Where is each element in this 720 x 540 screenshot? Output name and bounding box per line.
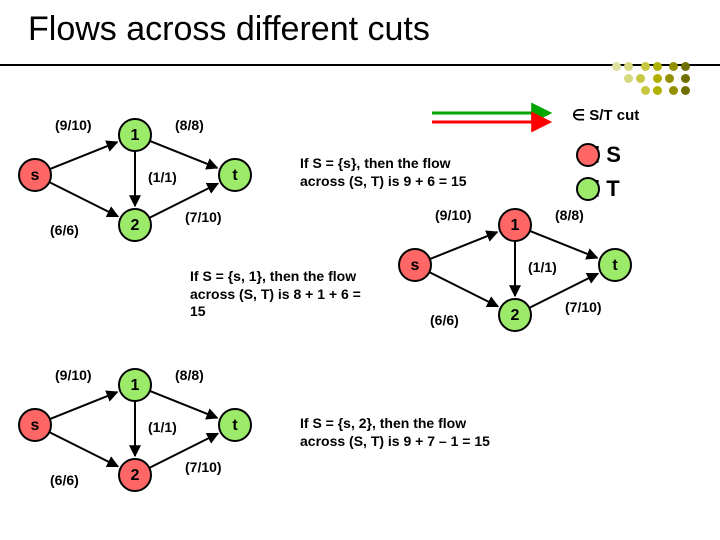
edge-s-1 xyxy=(430,232,498,259)
legend-arrows xyxy=(430,106,560,135)
node-label-1: 1 xyxy=(511,217,520,234)
node-label-s: s xyxy=(31,167,40,184)
dot-grid xyxy=(609,62,690,98)
edge-label-s-1: (9/10) xyxy=(55,367,92,383)
node-label-1: 1 xyxy=(131,127,140,144)
page-title: Flows across different cuts xyxy=(28,10,430,49)
edge-label-1-t: (8/8) xyxy=(175,367,204,383)
edge-label-s-2: (6/6) xyxy=(430,312,459,328)
edge-s-1 xyxy=(50,142,118,169)
edge-label-s-1: (9/10) xyxy=(55,117,92,133)
edge-label-1-t: (8/8) xyxy=(175,117,204,133)
edge-label-2-t: (7/10) xyxy=(185,459,222,475)
node-label-t: t xyxy=(612,257,618,274)
node-label-2: 2 xyxy=(511,307,520,324)
annot-2: If S = {s, 1}, then the flow across (S, … xyxy=(190,268,380,321)
node-label-t: t xyxy=(232,417,238,434)
edge-s-2 xyxy=(429,272,498,306)
edge-s-2 xyxy=(49,432,118,466)
graph-3: (9/10) (6/6) (1/1) (8/8) (7/10) s 1 2 t xyxy=(20,370,290,510)
node-label-1: 1 xyxy=(131,377,140,394)
edge-label-1-t: (8/8) xyxy=(555,207,584,223)
edge-s-1 xyxy=(50,392,118,419)
edge-1-t xyxy=(150,141,218,168)
edge-1-t xyxy=(530,231,598,258)
edge-label-s-2: (6/6) xyxy=(50,222,79,238)
edge-label-1-2: (1/1) xyxy=(148,169,177,185)
edge-1-t xyxy=(150,391,218,418)
edge-label-2-t: (7/10) xyxy=(565,299,602,315)
edge-s-2 xyxy=(49,182,118,216)
edge-label-s-2: (6/6) xyxy=(50,472,79,488)
edge-label-s-1: (9/10) xyxy=(435,207,472,223)
annot-3: If S = {s, 2}, then the flow across (S, … xyxy=(300,415,495,450)
graph-1-svg: (9/10) (6/6) (1/1) (8/8) (7/10) s 1 2 t xyxy=(20,120,290,260)
legend-S: ∈ S xyxy=(575,142,621,168)
edge-label-1-2: (1/1) xyxy=(528,259,557,275)
legend-T: ∈ T xyxy=(575,176,620,202)
node-label-t: t xyxy=(232,167,238,184)
node-label-s: s xyxy=(411,257,420,274)
node-label-s: s xyxy=(31,417,40,434)
graph-2-svg: (9/10) (6/6) (1/1) (8/8) (7/10) s 1 2 t xyxy=(400,210,670,350)
node-label-2: 2 xyxy=(131,467,140,484)
edge-label-2-t: (7/10) xyxy=(185,209,222,225)
graph-2: (9/10) (6/6) (1/1) (8/8) (7/10) s 1 2 t xyxy=(400,210,670,350)
graph-1: (9/10) (6/6) (1/1) (8/8) (7/10) s 1 2 t xyxy=(20,120,290,260)
legend-stcut: ∈ S/T cut xyxy=(572,106,639,124)
annot-1: If S = {s}, then the flow across (S, T) … xyxy=(300,155,470,190)
node-label-2: 2 xyxy=(131,217,140,234)
graph-3-svg: (9/10) (6/6) (1/1) (8/8) (7/10) s 1 2 t xyxy=(20,370,290,510)
edge-label-1-2: (1/1) xyxy=(148,419,177,435)
